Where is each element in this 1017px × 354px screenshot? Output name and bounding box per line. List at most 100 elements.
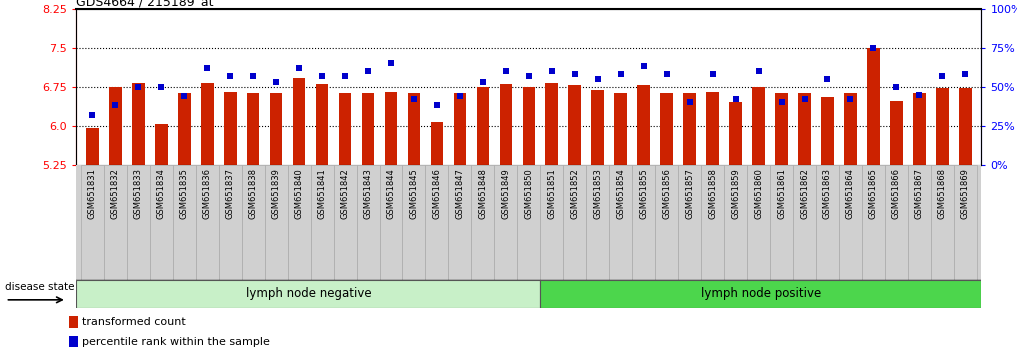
Bar bbox=[701, 165, 724, 280]
Bar bbox=[569, 85, 581, 165]
Bar bbox=[821, 97, 834, 165]
Point bbox=[382, 61, 399, 66]
Bar bbox=[683, 93, 696, 165]
Text: GSM651843: GSM651843 bbox=[363, 168, 372, 219]
Bar bbox=[655, 165, 678, 280]
Point bbox=[84, 112, 101, 118]
Bar bbox=[563, 165, 586, 280]
Bar bbox=[775, 93, 788, 165]
Bar bbox=[315, 84, 328, 165]
Bar bbox=[448, 165, 472, 280]
Bar bbox=[430, 121, 443, 165]
Text: GSM651859: GSM651859 bbox=[731, 168, 740, 219]
Bar bbox=[862, 165, 885, 280]
Text: GSM651860: GSM651860 bbox=[754, 168, 763, 219]
Text: GSM651840: GSM651840 bbox=[295, 168, 304, 219]
Bar bbox=[885, 165, 908, 280]
Bar bbox=[339, 93, 352, 165]
Bar bbox=[178, 93, 190, 165]
Text: GSM651846: GSM651846 bbox=[432, 168, 441, 219]
Bar bbox=[219, 165, 242, 280]
Text: GSM651856: GSM651856 bbox=[662, 168, 671, 219]
Point bbox=[406, 96, 422, 102]
Point bbox=[935, 73, 951, 79]
Bar bbox=[638, 85, 650, 165]
Text: GSM651837: GSM651837 bbox=[226, 168, 235, 219]
Bar bbox=[109, 87, 122, 165]
Text: GSM651854: GSM651854 bbox=[616, 168, 625, 219]
Bar bbox=[149, 165, 173, 280]
Text: GSM651844: GSM651844 bbox=[386, 168, 396, 219]
Bar bbox=[69, 336, 77, 347]
Point bbox=[314, 73, 331, 79]
Point bbox=[429, 103, 445, 108]
Bar bbox=[633, 165, 655, 280]
Point bbox=[705, 72, 721, 77]
Text: GSM651858: GSM651858 bbox=[708, 168, 717, 219]
Bar bbox=[908, 165, 931, 280]
Bar bbox=[195, 165, 219, 280]
Point bbox=[176, 93, 192, 99]
Bar bbox=[242, 165, 264, 280]
Text: GSM651867: GSM651867 bbox=[915, 168, 923, 219]
Text: GSM651855: GSM651855 bbox=[640, 168, 648, 219]
Bar bbox=[499, 84, 513, 165]
Bar bbox=[523, 87, 535, 165]
Text: transformed count: transformed count bbox=[82, 317, 186, 327]
Bar bbox=[310, 165, 334, 280]
Bar bbox=[518, 165, 540, 280]
Bar bbox=[362, 93, 374, 165]
Point bbox=[796, 96, 813, 102]
Point bbox=[636, 64, 652, 69]
Bar bbox=[293, 78, 305, 165]
Bar bbox=[586, 165, 609, 280]
Bar bbox=[678, 165, 701, 280]
Text: GSM651862: GSM651862 bbox=[800, 168, 809, 219]
Bar bbox=[609, 165, 633, 280]
Text: GSM651861: GSM651861 bbox=[777, 168, 786, 219]
Point bbox=[911, 92, 928, 97]
Bar bbox=[592, 90, 604, 165]
Point bbox=[888, 84, 904, 90]
Text: GSM651841: GSM651841 bbox=[317, 168, 326, 219]
Text: GSM651850: GSM651850 bbox=[525, 168, 533, 219]
Point bbox=[727, 96, 743, 102]
Bar bbox=[357, 165, 379, 280]
Point bbox=[544, 68, 560, 74]
Text: GSM651847: GSM651847 bbox=[456, 168, 465, 219]
Text: GSM651833: GSM651833 bbox=[134, 168, 142, 219]
Point bbox=[107, 103, 123, 108]
Point bbox=[957, 72, 973, 77]
Text: GSM651842: GSM651842 bbox=[341, 168, 350, 219]
Bar bbox=[770, 165, 793, 280]
Point bbox=[521, 73, 537, 79]
Point bbox=[337, 73, 353, 79]
Point bbox=[245, 73, 261, 79]
Text: GSM651853: GSM651853 bbox=[593, 168, 602, 219]
Text: GSM651838: GSM651838 bbox=[249, 168, 257, 219]
Text: GSM651866: GSM651866 bbox=[892, 168, 901, 219]
Bar bbox=[76, 280, 540, 308]
Bar bbox=[913, 93, 925, 165]
Text: GSM651851: GSM651851 bbox=[547, 168, 556, 219]
Point bbox=[452, 93, 468, 99]
Point bbox=[222, 73, 238, 79]
Point bbox=[820, 76, 836, 82]
Bar bbox=[545, 83, 558, 165]
Bar bbox=[224, 92, 237, 165]
Bar bbox=[747, 165, 770, 280]
Text: GSM651832: GSM651832 bbox=[111, 168, 120, 219]
Bar bbox=[173, 165, 195, 280]
Text: lymph node negative: lymph node negative bbox=[245, 287, 371, 300]
Bar bbox=[472, 165, 494, 280]
Bar bbox=[793, 165, 816, 280]
Text: GSM651868: GSM651868 bbox=[938, 168, 947, 219]
Bar bbox=[69, 316, 77, 328]
Bar bbox=[334, 165, 357, 280]
Bar bbox=[155, 124, 168, 165]
Text: GSM651852: GSM651852 bbox=[571, 168, 580, 219]
Bar bbox=[844, 93, 856, 165]
Point bbox=[842, 96, 858, 102]
Point bbox=[773, 99, 789, 105]
Bar bbox=[954, 165, 976, 280]
